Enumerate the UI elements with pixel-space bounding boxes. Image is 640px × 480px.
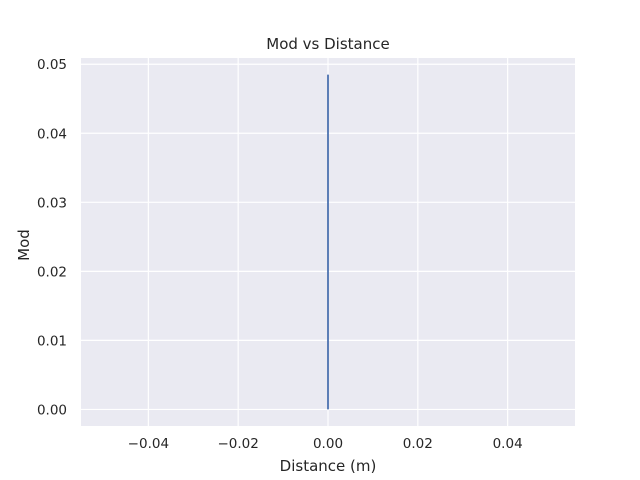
- y-tick-label: 0.02: [37, 264, 67, 280]
- y-tick-label: 0.00: [37, 402, 67, 418]
- x-tick-label: −0.04: [128, 436, 169, 452]
- y-tick-labels: 0.00 0.01 0.02 0.03 0.04 0.05: [37, 57, 67, 418]
- x-tick-label: −0.02: [217, 436, 258, 452]
- y-axis-label: Mod: [15, 229, 33, 261]
- chart-title: Mod vs Distance: [266, 35, 389, 53]
- y-tick-label: 0.01: [37, 333, 67, 349]
- y-tick-label: 0.03: [37, 195, 67, 211]
- x-tick-labels: −0.04 −0.02 0.00 0.02 0.04: [128, 436, 523, 452]
- y-tick-label: 0.05: [37, 57, 67, 73]
- x-axis-label: Distance (m): [280, 457, 377, 475]
- x-tick-label: 0.00: [313, 436, 343, 452]
- y-tick-label: 0.04: [37, 126, 67, 142]
- x-tick-label: 0.02: [403, 436, 433, 452]
- x-tick-label: 0.04: [493, 436, 523, 452]
